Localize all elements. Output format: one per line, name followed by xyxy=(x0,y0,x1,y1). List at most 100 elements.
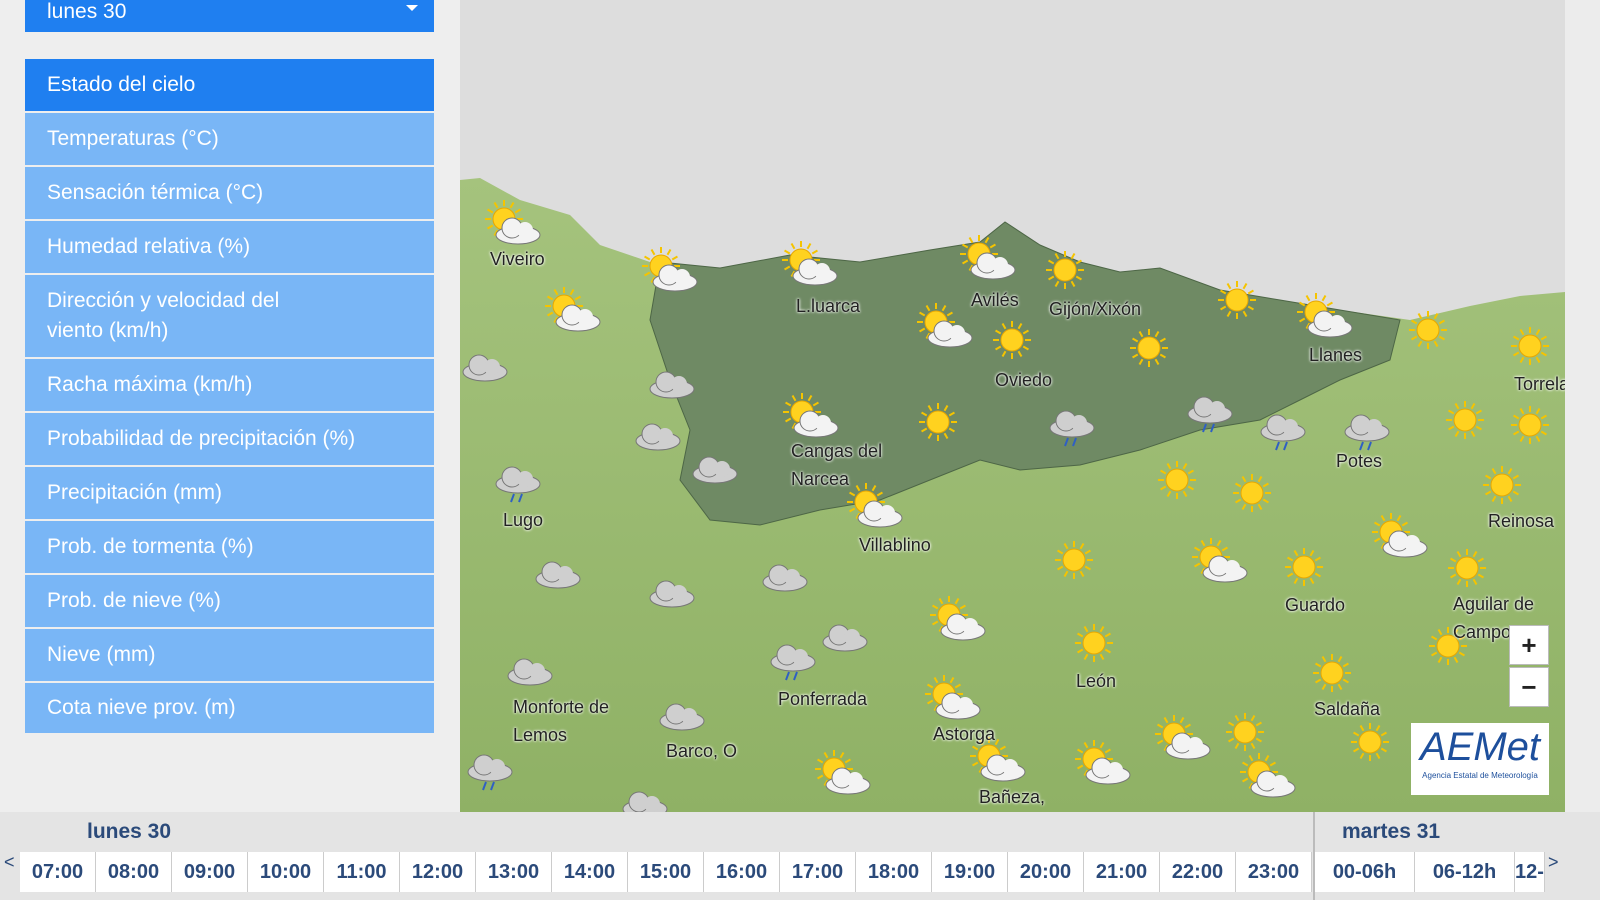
weather-icon-part xyxy=(927,683,934,689)
weather-icon xyxy=(770,644,816,681)
weather-icon xyxy=(1046,251,1084,289)
hour-cell[interactable]: 10:00 xyxy=(248,852,324,892)
hour-cell[interactable]: 13:00 xyxy=(476,852,552,892)
menu-item[interactable]: Racha máxima (km/h) xyxy=(25,359,434,411)
weather-icon-part xyxy=(1374,521,1381,527)
weather-icon-part xyxy=(919,327,926,333)
hour-cell[interactable]: 06-12h xyxy=(1415,852,1515,892)
weather-icon-part xyxy=(1002,759,1018,775)
weather-icon-part xyxy=(1104,632,1111,638)
weather-icon-part xyxy=(1299,301,1306,307)
weather-icon-part xyxy=(666,249,672,256)
weather-icon-part xyxy=(957,697,973,713)
weather-icon-part xyxy=(844,629,860,645)
weather-icon-part xyxy=(948,427,955,433)
weather-icon-part xyxy=(1326,301,1333,307)
menu-item[interactable]: Prob. de tormenta (%) xyxy=(25,521,434,573)
aemet-logo[interactable]: AEMet Agencia Estatal de Meteorología xyxy=(1411,723,1549,795)
weather-icon-part xyxy=(855,485,861,492)
hour-cell[interactable]: 11:00 xyxy=(324,852,400,892)
hour-cell[interactable]: 23:00 xyxy=(1236,852,1312,892)
weather-icon-part xyxy=(1184,723,1191,729)
weather-icon-part xyxy=(1275,441,1280,451)
hour-cell[interactable]: 07:00 xyxy=(20,852,96,892)
hour-cell[interactable]: 16:00 xyxy=(704,852,780,892)
weather-icon xyxy=(1344,414,1390,451)
hour-cell[interactable]: 20:00 xyxy=(1008,852,1084,892)
hour-cell[interactable]: 14:00 xyxy=(552,852,628,892)
day-dropdown[interactable]: lunes 30 xyxy=(25,0,434,32)
weather-icon-part xyxy=(1187,485,1194,491)
weather-icon-part xyxy=(927,699,934,705)
weather-icon-part xyxy=(553,289,559,296)
menu-item[interactable]: Temperaturas (°C) xyxy=(25,113,434,165)
weather-icon-part xyxy=(1107,762,1123,778)
menu-item[interactable]: Estado del cielo xyxy=(25,59,434,111)
prev-button[interactable]: < xyxy=(4,852,15,872)
weather-icon-part xyxy=(785,671,790,681)
weather-icon-part xyxy=(1194,546,1201,552)
zoom-out[interactable]: − xyxy=(1509,667,1549,707)
weather-icon-part xyxy=(1380,747,1387,753)
weather-icon-part xyxy=(871,485,877,492)
menu-item[interactable]: Sensación térmica (°C) xyxy=(25,167,434,219)
weather-icon-part xyxy=(1182,490,1188,497)
weather-icon xyxy=(649,580,695,608)
hour-cell[interactable]: 19:00 xyxy=(932,852,1008,892)
weather-icon-part xyxy=(1396,515,1402,522)
hour-cell[interactable]: 09:00 xyxy=(172,852,248,892)
weather-icon xyxy=(1075,624,1113,662)
weather-icon-part xyxy=(1519,435,1525,442)
menu-item[interactable]: Dirección y velocidad del viento (km/h) xyxy=(25,275,434,357)
weather-icon-part xyxy=(1022,329,1029,335)
weather-icon-part xyxy=(644,796,660,812)
menu-item[interactable]: Precipitación (mm) xyxy=(25,467,434,519)
weather-icon-part xyxy=(1235,482,1242,488)
weather-icon-part xyxy=(1255,721,1262,727)
weather-icon-part xyxy=(1411,335,1418,341)
weather-icon xyxy=(1226,713,1264,751)
weather-icon-part xyxy=(1438,319,1445,325)
weather-icon-part xyxy=(1099,626,1105,633)
weather-icon-part xyxy=(1518,413,1542,437)
hour-cell[interactable]: 00-06h xyxy=(1315,852,1415,892)
hour-cell[interactable]: 12:00 xyxy=(400,852,476,892)
next-button[interactable]: > xyxy=(1548,852,1559,872)
hour-cell[interactable]: 15:00 xyxy=(628,852,704,892)
hour-cell[interactable]: 12-18h xyxy=(1515,852,1545,892)
hour-cell[interactable]: 21:00 xyxy=(1084,852,1160,892)
weather-icon xyxy=(1511,327,1549,365)
weather-icon-part xyxy=(1475,425,1482,431)
hour-cell[interactable]: 08:00 xyxy=(96,852,172,892)
weather-icon-part xyxy=(925,305,931,312)
weather-icon-part xyxy=(1137,336,1161,360)
menu-item[interactable]: Cota nieve prov. (m) xyxy=(25,683,434,733)
weather-icon-part xyxy=(784,265,791,271)
menu-item[interactable]: Probabilidad de precipitación (%) xyxy=(25,413,434,465)
map[interactable]: Viveiro L.luarca Avilés Gijón/Xixón Llanes To… xyxy=(460,0,1565,812)
menu-item[interactable]: Humedad relativa (%) xyxy=(25,221,434,273)
weather-icon-part xyxy=(1001,350,1007,357)
weather-icon-part xyxy=(978,766,984,773)
day-label: lunes 30 xyxy=(87,820,172,843)
weather-icon-part xyxy=(925,332,931,339)
weather-icon-part xyxy=(1321,656,1327,663)
hour-cell[interactable]: 18:00 xyxy=(856,852,932,892)
weather-icon-part xyxy=(1220,289,1227,295)
menu-item[interactable]: Prob. de nieve (%) xyxy=(25,575,434,627)
weather-icon-part xyxy=(1242,310,1248,317)
menu-item[interactable]: Nieve (mm) xyxy=(25,629,434,681)
weather-icon-part xyxy=(514,208,521,214)
weather-icon-part xyxy=(1287,572,1294,578)
zoom-in[interactable]: + xyxy=(1509,625,1549,665)
hour-cell[interactable]: 22:00 xyxy=(1160,852,1236,892)
place-label: Saldaña xyxy=(1314,699,1381,719)
hour-cell[interactable]: 17:00 xyxy=(780,852,856,892)
weather-icon-part xyxy=(1234,742,1240,749)
weather-icon-part xyxy=(1054,253,1060,260)
place-label: Ponferrada xyxy=(778,689,868,709)
weather-icon-part xyxy=(574,295,581,301)
weather-icon-part xyxy=(1017,323,1023,330)
weather-icon-part xyxy=(1247,305,1254,311)
weather-icon-part xyxy=(962,259,969,265)
